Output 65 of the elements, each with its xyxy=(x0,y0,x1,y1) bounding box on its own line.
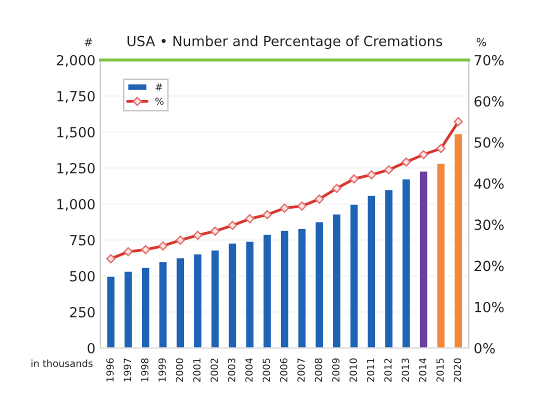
bar xyxy=(280,230,290,348)
bar xyxy=(349,203,360,348)
y-tick-label: 750 xyxy=(70,234,95,246)
y-tick-label: 250 xyxy=(70,306,95,318)
bar xyxy=(366,194,376,348)
y-axis-title: # xyxy=(84,38,92,46)
x-tick-label: 2003 xyxy=(228,358,236,382)
y2-tick-label: 40% xyxy=(474,178,504,189)
bar xyxy=(453,132,464,348)
bar xyxy=(106,275,116,348)
bar xyxy=(332,213,342,348)
x-tick-label: 2004 xyxy=(245,358,253,382)
x-tick-label: 1996 xyxy=(106,358,114,382)
x-tick-label: 2008 xyxy=(314,358,322,382)
y-tick-label: 1,000 xyxy=(57,198,95,211)
bar xyxy=(158,260,168,348)
bar xyxy=(418,170,429,348)
bar xyxy=(123,270,134,348)
bar xyxy=(384,188,394,348)
y-tick-label: 500 xyxy=(70,270,95,282)
y-tick-label: 2,000 xyxy=(56,54,95,67)
x-tick-label: 1997 xyxy=(124,358,132,382)
x-tick-label: 2013 xyxy=(402,358,410,382)
bar xyxy=(140,266,151,348)
x-tick-label: 2000 xyxy=(176,358,184,382)
x-tick-label: 2020 xyxy=(454,358,462,382)
x-tick-label: 2002 xyxy=(210,358,218,382)
x-tick-label: 1998 xyxy=(141,358,148,382)
bar xyxy=(436,162,446,348)
x-tick-label: 2005 xyxy=(262,358,270,382)
y2-tick-label: 20% xyxy=(474,260,504,272)
x-tick-label: 2015 xyxy=(436,358,444,382)
x-tick-label: 2010 xyxy=(350,358,357,382)
bar xyxy=(227,242,238,348)
legend-label: # xyxy=(156,84,162,91)
y2-tick-label: 50% xyxy=(474,137,504,148)
y2-tick-label: 0% xyxy=(474,342,495,354)
y2-tick-label: 10% xyxy=(475,302,504,312)
x-tick-label: 2007 xyxy=(297,358,305,382)
text: in thousands xyxy=(32,360,93,368)
x-tick-label: 2006 xyxy=(280,358,288,382)
bar xyxy=(192,252,203,348)
chart-title: USA • Number and Percentage of Cremations xyxy=(128,36,442,49)
y2-tick-label: 30% xyxy=(474,220,504,230)
y2-tick-label: 70% xyxy=(474,54,504,66)
bar xyxy=(244,240,255,348)
y-tick-label: 1,750 xyxy=(57,90,95,103)
y2-axis-title: % xyxy=(476,38,486,46)
x-tick-label: 2014 xyxy=(419,358,426,382)
x-tick-label: 2011 xyxy=(366,358,374,382)
bar xyxy=(314,220,324,348)
y-tick-label: 1,250 xyxy=(57,162,95,175)
x-tick-label: 2001 xyxy=(193,358,201,382)
x-tick-label: 2009 xyxy=(332,358,340,382)
y2-tick-label: 60% xyxy=(474,96,504,107)
legend-label: % xyxy=(155,98,164,105)
y-tick-label: 1,500 xyxy=(57,126,95,139)
bar xyxy=(296,228,307,348)
bar xyxy=(210,249,220,348)
bar xyxy=(262,234,272,348)
x-tick-label: 1999 xyxy=(158,358,166,382)
bar xyxy=(401,178,412,348)
x-tick-label: 2012 xyxy=(384,358,392,382)
bar xyxy=(175,256,186,348)
y-tick-label: 0 xyxy=(88,342,95,354)
